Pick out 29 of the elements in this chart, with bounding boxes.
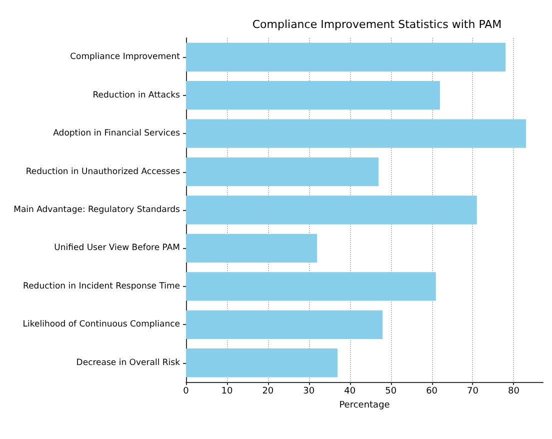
bar (186, 272, 436, 301)
y-tick-label: Reduction in Attacks (92, 90, 181, 100)
bar (186, 119, 526, 148)
bar (186, 310, 383, 339)
bar (186, 348, 338, 378)
x-tick-label: 60 (426, 386, 438, 396)
x-tick-label: 10 (221, 386, 233, 396)
x-tick-label: 40 (344, 386, 356, 396)
bar (186, 234, 318, 263)
y-tick-label: Reduction in Unauthorized Accesses (26, 166, 181, 177)
bar (186, 81, 440, 110)
x-tick-label: 0 (183, 386, 190, 396)
bar (186, 196, 477, 224)
bar (186, 42, 506, 72)
y-tick-label: Main Advantage: Regulatory Standards (14, 205, 181, 215)
bar (186, 157, 379, 186)
y-tick-label: Unified User View Before PAM (54, 243, 180, 254)
y-tick-label: Reduction in Incident Response Time (23, 281, 180, 292)
x-tick-label: 30 (303, 386, 315, 396)
y-tick-label: Decrease in Overall Risk (76, 358, 180, 368)
y-tick-label: Likelihood of Continuous Compliance (22, 320, 180, 330)
x-tick-label: 80 (508, 386, 520, 396)
chart-title: Compliance Improvement Statistics with PAM (252, 18, 502, 31)
x-tick-label: 50 (385, 386, 397, 396)
x-tick-label: 70 (467, 386, 479, 396)
x-tick-label: 20 (262, 386, 274, 396)
y-tick-label: Compliance Improvement (70, 52, 181, 62)
x-axis-title: Percentage (339, 400, 390, 410)
y-tick-label: Adoption in Financial Services (53, 128, 181, 139)
